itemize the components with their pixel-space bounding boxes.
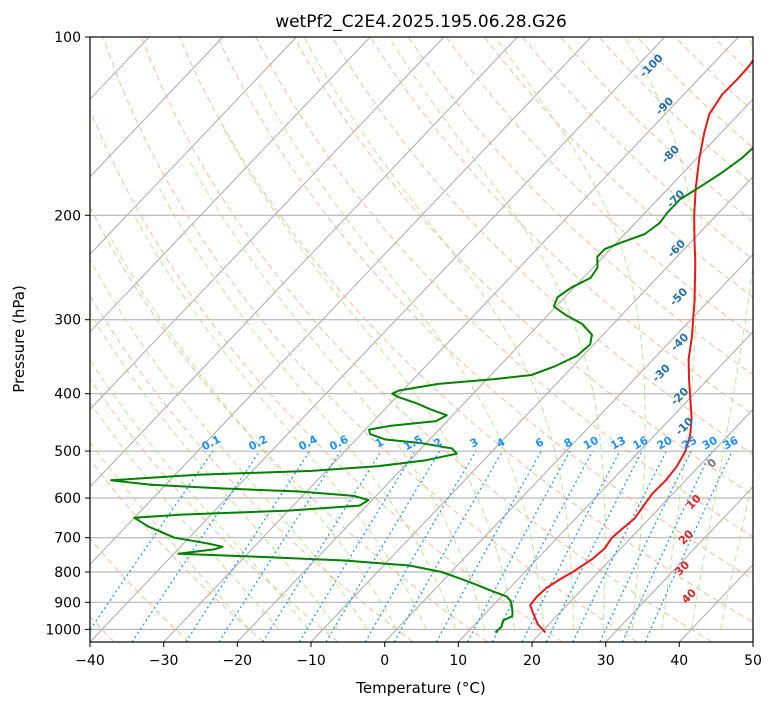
dry-adiabat-line bbox=[331, 37, 753, 456]
mixing-ratio-line bbox=[466, 450, 571, 642]
y-tick-label: 900 bbox=[54, 595, 81, 611]
moist-adiabat-line bbox=[187, 157, 486, 630]
plot-frame bbox=[89, 36, 754, 643]
mixing-ratio-line bbox=[325, 450, 441, 642]
moist-adiabat-line bbox=[720, 476, 753, 630]
mixing-ratio-label: 13 bbox=[608, 434, 628, 453]
mixing-ratio-line bbox=[621, 450, 713, 642]
x-tick-label: −20 bbox=[223, 653, 253, 669]
mixing-ratio-label: 25 bbox=[680, 434, 700, 453]
axis-ticks: −40 −30 −20 −10 0 10 20 30 40 50 1000 900 800 700 600 5… bbox=[45, 30, 762, 669]
moist-adiabat-line bbox=[133, 215, 427, 630]
isotherm-line bbox=[90, 37, 297, 256]
dry-adiabat-line bbox=[407, 37, 753, 376]
isotherm-line bbox=[531, 408, 753, 642]
dry-adiabat-line bbox=[178, 37, 753, 623]
moist-adiabat-line bbox=[220, 123, 515, 630]
y-tick-label: 200 bbox=[54, 208, 81, 224]
dry-adiabat-line bbox=[140, 37, 712, 642]
mixing-ratio-line bbox=[262, 450, 382, 642]
temperature-profile-line bbox=[529, 58, 753, 634]
isotherm-line bbox=[236, 98, 753, 642]
mixing-ratio-line bbox=[545, 450, 643, 642]
dry-adiabat-line bbox=[90, 378, 339, 642]
y-tick-label: 100 bbox=[54, 30, 81, 46]
mixing-ratio-line bbox=[435, 450, 542, 642]
y-tick-label: 700 bbox=[54, 531, 81, 547]
y-tick-label: 600 bbox=[54, 491, 81, 507]
dry-adiabat-line bbox=[293, 37, 753, 496]
y-axis-title: Pressure (hPa) bbox=[10, 285, 28, 393]
dry-adiabat-line bbox=[90, 205, 488, 642]
chart-title: wetPf2_C2E4.2025.195.06.28.G26 bbox=[275, 12, 567, 32]
isotherm-line bbox=[90, 37, 592, 566]
mixing-ratio-label: 30 bbox=[700, 434, 720, 453]
dewpoint-profile-line bbox=[110, 146, 753, 634]
moist-adiabat-line bbox=[90, 401, 280, 630]
dry-adiabat-line bbox=[255, 37, 753, 538]
isotherm-line bbox=[90, 37, 224, 178]
x-tick-label: 10 bbox=[449, 653, 467, 669]
isotherm-line bbox=[384, 253, 753, 642]
moist-adiabat-line bbox=[90, 441, 250, 630]
mixing-ratio-label: 16 bbox=[631, 434, 651, 453]
moist-adiabat-line bbox=[388, 37, 606, 630]
y-tick-label: 400 bbox=[54, 387, 81, 403]
moist-adiabat-line bbox=[90, 311, 339, 630]
y-tick-label: 1000 bbox=[45, 622, 81, 638]
isotherm-line bbox=[605, 486, 753, 642]
mixing-ratio-line bbox=[393, 450, 504, 642]
mixing-ratio-line bbox=[644, 450, 733, 642]
mixing-ratio-label: 36 bbox=[721, 434, 741, 453]
dry-adiabat-line bbox=[90, 459, 264, 642]
x-tick-label: 50 bbox=[744, 653, 762, 669]
dry-adiabat-line bbox=[90, 537, 190, 642]
dry-adiabat-line bbox=[369, 37, 753, 415]
isotherm-line bbox=[90, 37, 518, 488]
mixing-ratio-label: 20 bbox=[655, 434, 675, 453]
y-tick-label: 800 bbox=[54, 565, 81, 581]
x-tick-label: −10 bbox=[296, 653, 326, 669]
moist-adiabat-line bbox=[690, 37, 753, 630]
x-tick-label: 40 bbox=[670, 653, 688, 669]
dry-adiabat-line bbox=[90, 294, 414, 642]
mixing-ratio-label: 10 bbox=[581, 434, 601, 453]
x-axis-title: Temperature (°C) bbox=[355, 679, 485, 697]
moist-adiabat-line bbox=[158, 187, 456, 630]
mixing-ratio-line bbox=[491, 450, 594, 642]
moist-adiabat-line bbox=[258, 83, 545, 630]
isotherm-line bbox=[90, 37, 666, 642]
isotherm-line bbox=[163, 37, 739, 642]
mixing-ratio-line bbox=[521, 450, 621, 642]
sounding-series bbox=[110, 58, 753, 634]
x-tick-label: −40 bbox=[75, 653, 105, 669]
isotherm-line bbox=[90, 37, 445, 411]
mixing-ratio-line bbox=[599, 450, 692, 642]
y-tick-label: 500 bbox=[54, 444, 81, 460]
x-tick-label: 30 bbox=[597, 653, 615, 669]
y-tick-label: 300 bbox=[54, 313, 81, 329]
moist-adiabat-line bbox=[90, 258, 368, 630]
moist-adiabat-line bbox=[494, 37, 646, 630]
x-tick-label: 20 bbox=[523, 653, 541, 669]
mixing-ratio-line bbox=[572, 450, 667, 642]
mixing-ratio-line bbox=[364, 450, 477, 642]
mixing-ratio-line bbox=[298, 450, 416, 642]
dry-adiabat-line bbox=[90, 108, 563, 642]
dry-adiabat-line bbox=[217, 37, 753, 580]
x-tick-label: 0 bbox=[380, 653, 389, 669]
isotherm-line bbox=[90, 37, 371, 333]
mixing-ratio-lines bbox=[90, 450, 733, 642]
moist-adiabat-line bbox=[624, 37, 697, 630]
isotherm-line bbox=[457, 331, 753, 642]
mixing-ratio-line bbox=[185, 450, 311, 642]
x-tick-label: −30 bbox=[149, 653, 179, 669]
